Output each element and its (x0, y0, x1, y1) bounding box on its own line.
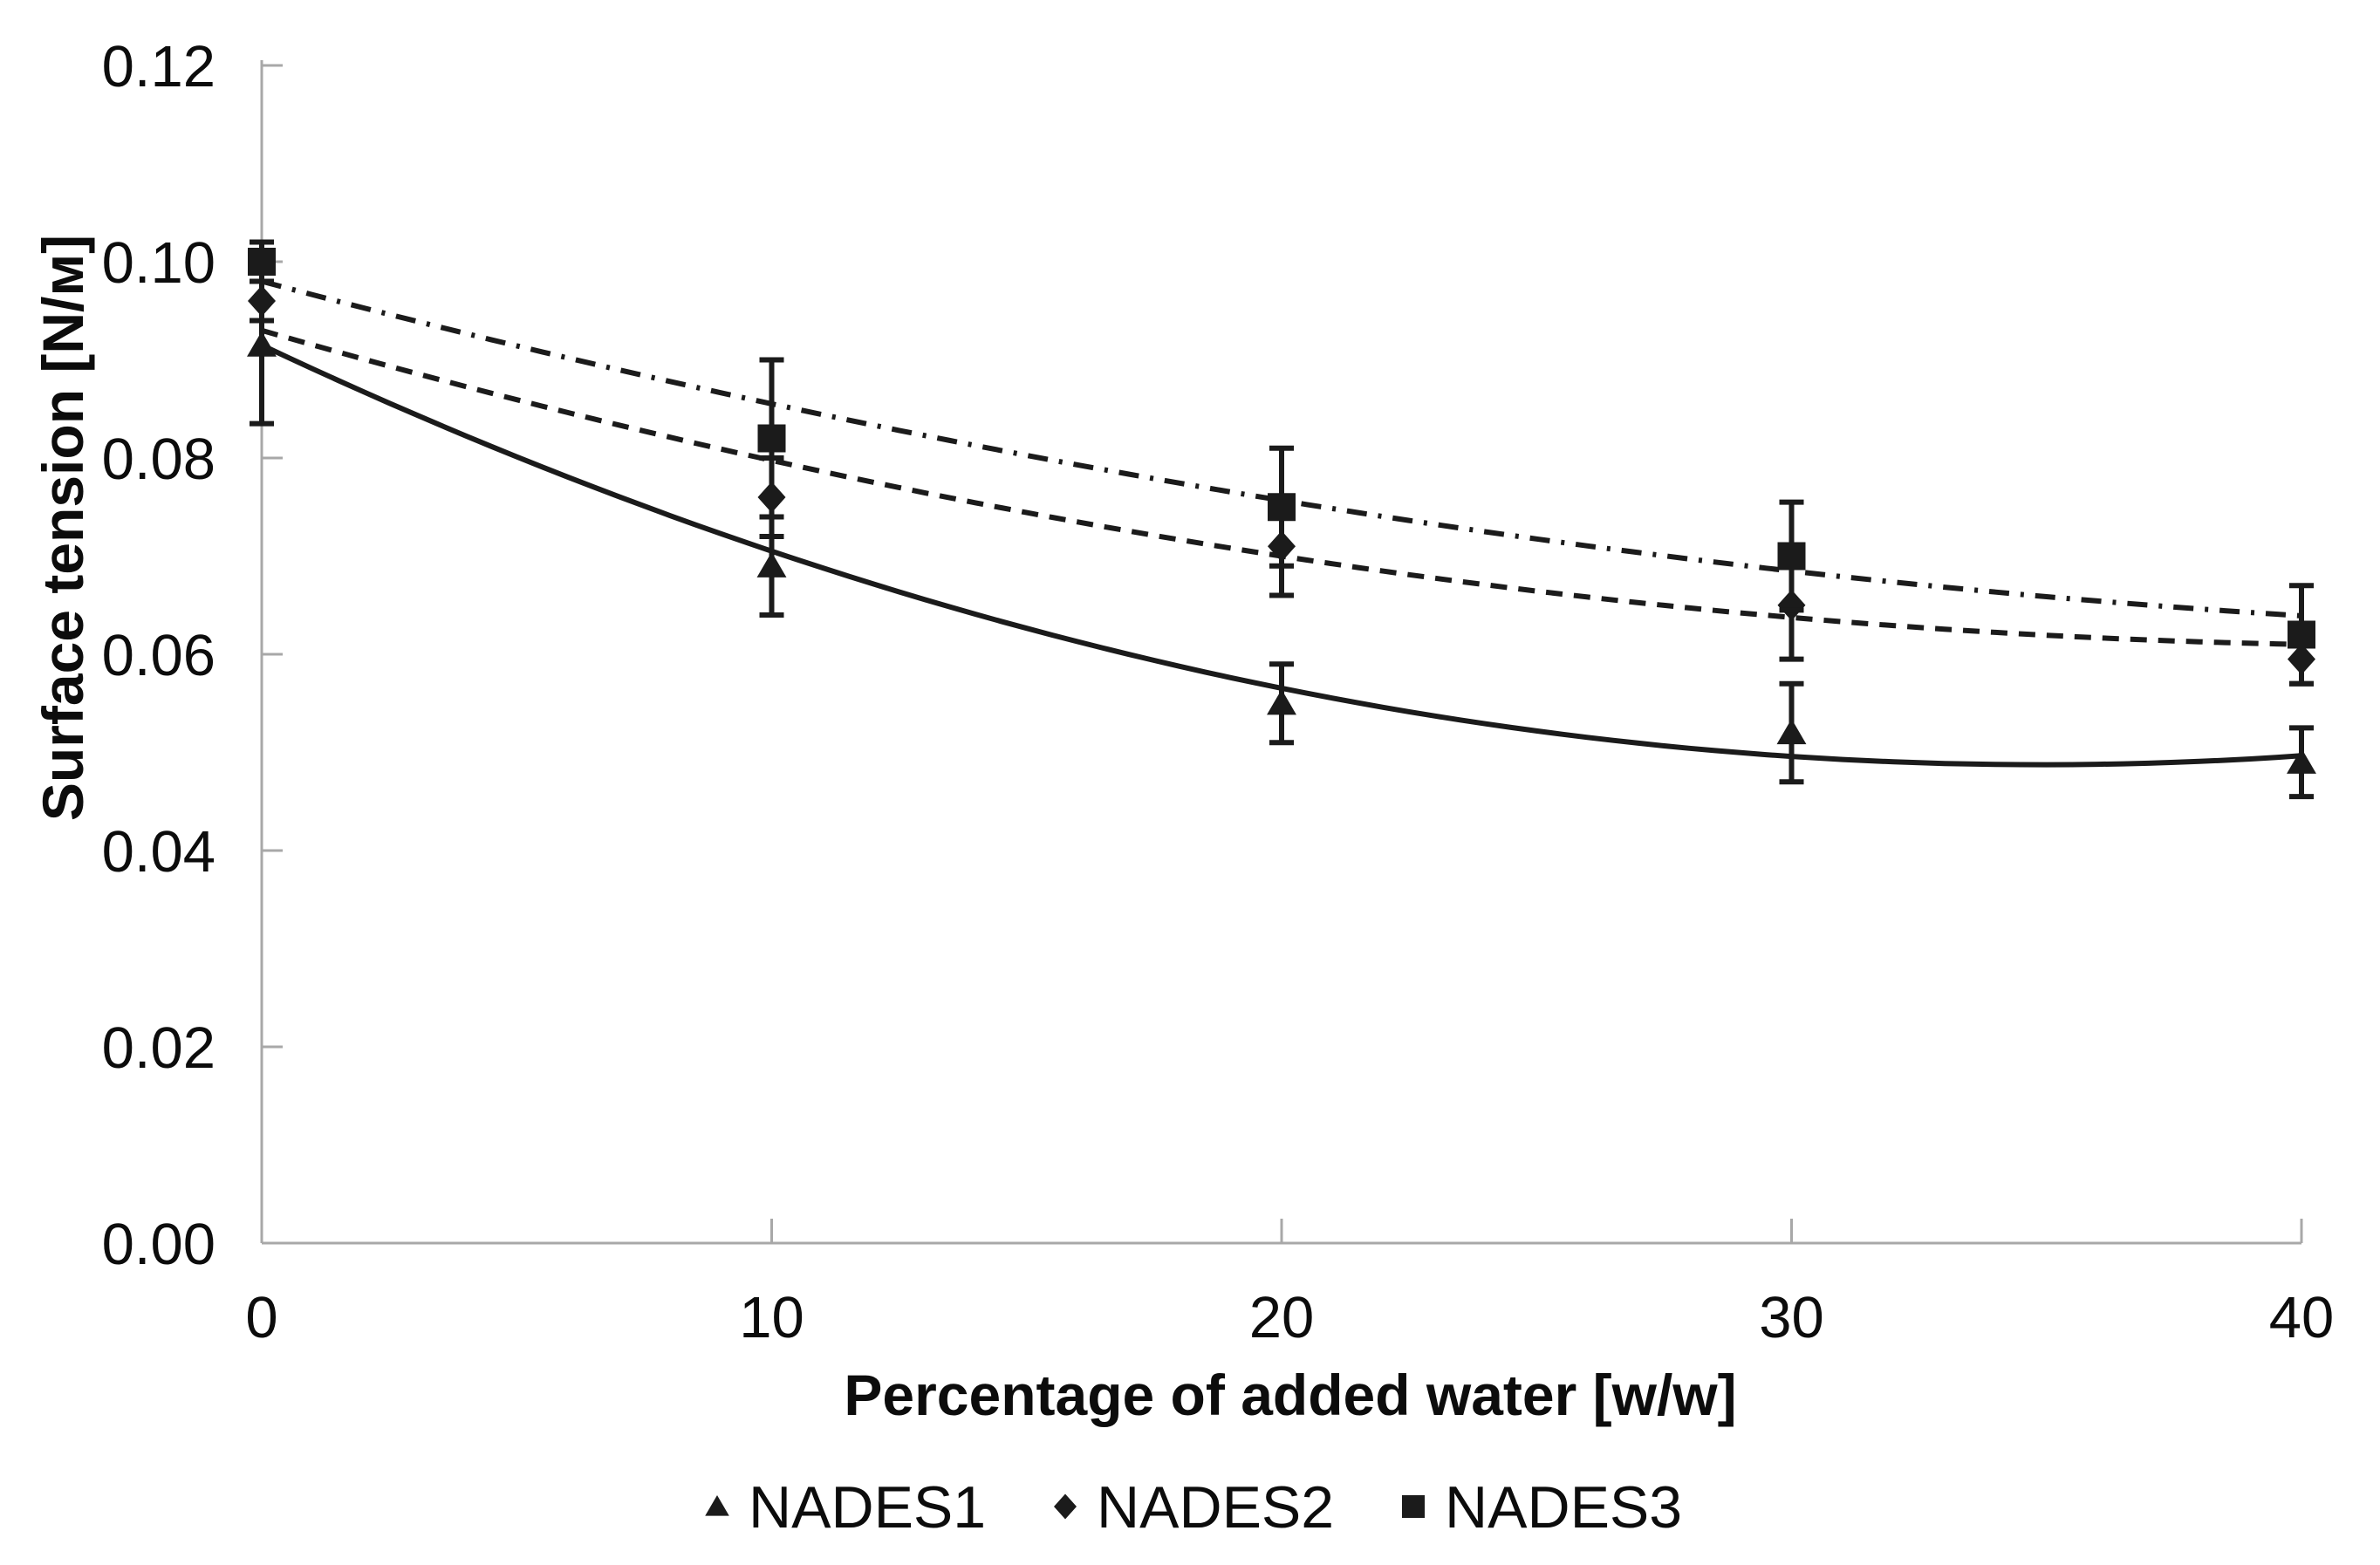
legend-label: NADES1 (749, 1474, 986, 1541)
x-axis-title: Percentage of added water [w/w] (844, 1363, 1736, 1427)
x-tick-label: 30 (1759, 1285, 1824, 1350)
legend-item-NADES2: NADES2 (1054, 1474, 1334, 1541)
axes-layer: 0.00 0.02 0.04 0.06 0.08 0.10 0.12 0 10 20 30 40 (102, 34, 2335, 1350)
legend-label: NADES3 (1445, 1474, 1682, 1541)
y-tick-label: 0.08 (102, 427, 215, 492)
x-tick-label: 40 (2269, 1285, 2335, 1350)
y-axis-title: Surface tension [N/м] (31, 235, 95, 821)
marker-square (248, 248, 276, 276)
y-tick-label: 0.00 (102, 1212, 215, 1277)
y-tick-label: 0.02 (102, 1015, 215, 1081)
marker-triangle (1267, 689, 1296, 715)
x-tick-label: 20 (1249, 1285, 1315, 1350)
x-tick-label: 10 (739, 1285, 804, 1350)
trendline-NADES3 (261, 278, 2302, 618)
marker-square (2288, 620, 2315, 649)
y-tick-label: 0.12 (102, 34, 215, 99)
legend: NADES1 NADES2 NADES3 (705, 1474, 1682, 1541)
x-tick-label: 0 (245, 1285, 277, 1350)
y-tick-label: 0.10 (102, 230, 215, 296)
series-NADES1 (247, 263, 2316, 800)
marker-triangle (705, 1495, 729, 1516)
legend-item-NADES1: NADES1 (705, 1474, 986, 1541)
series-layer (247, 239, 2316, 800)
marker-square (1777, 542, 1806, 571)
marker-triangle (247, 331, 277, 357)
y-tick-label: 0.06 (102, 623, 215, 688)
legend-label: NADES2 (1097, 1474, 1334, 1541)
marker-square (757, 424, 786, 453)
y-tick-label: 0.04 (102, 819, 215, 885)
marker-diamond (248, 285, 276, 317)
marker-triangle (1776, 719, 1807, 745)
series-NADES3 (248, 239, 2315, 687)
legend-item-NADES3: NADES3 (1402, 1474, 1682, 1541)
marker-diamond (1054, 1493, 1077, 1520)
marker-square (1268, 493, 1296, 522)
marker-square (1402, 1495, 1425, 1518)
marker-triangle (2287, 748, 2316, 774)
marker-triangle (756, 551, 787, 577)
